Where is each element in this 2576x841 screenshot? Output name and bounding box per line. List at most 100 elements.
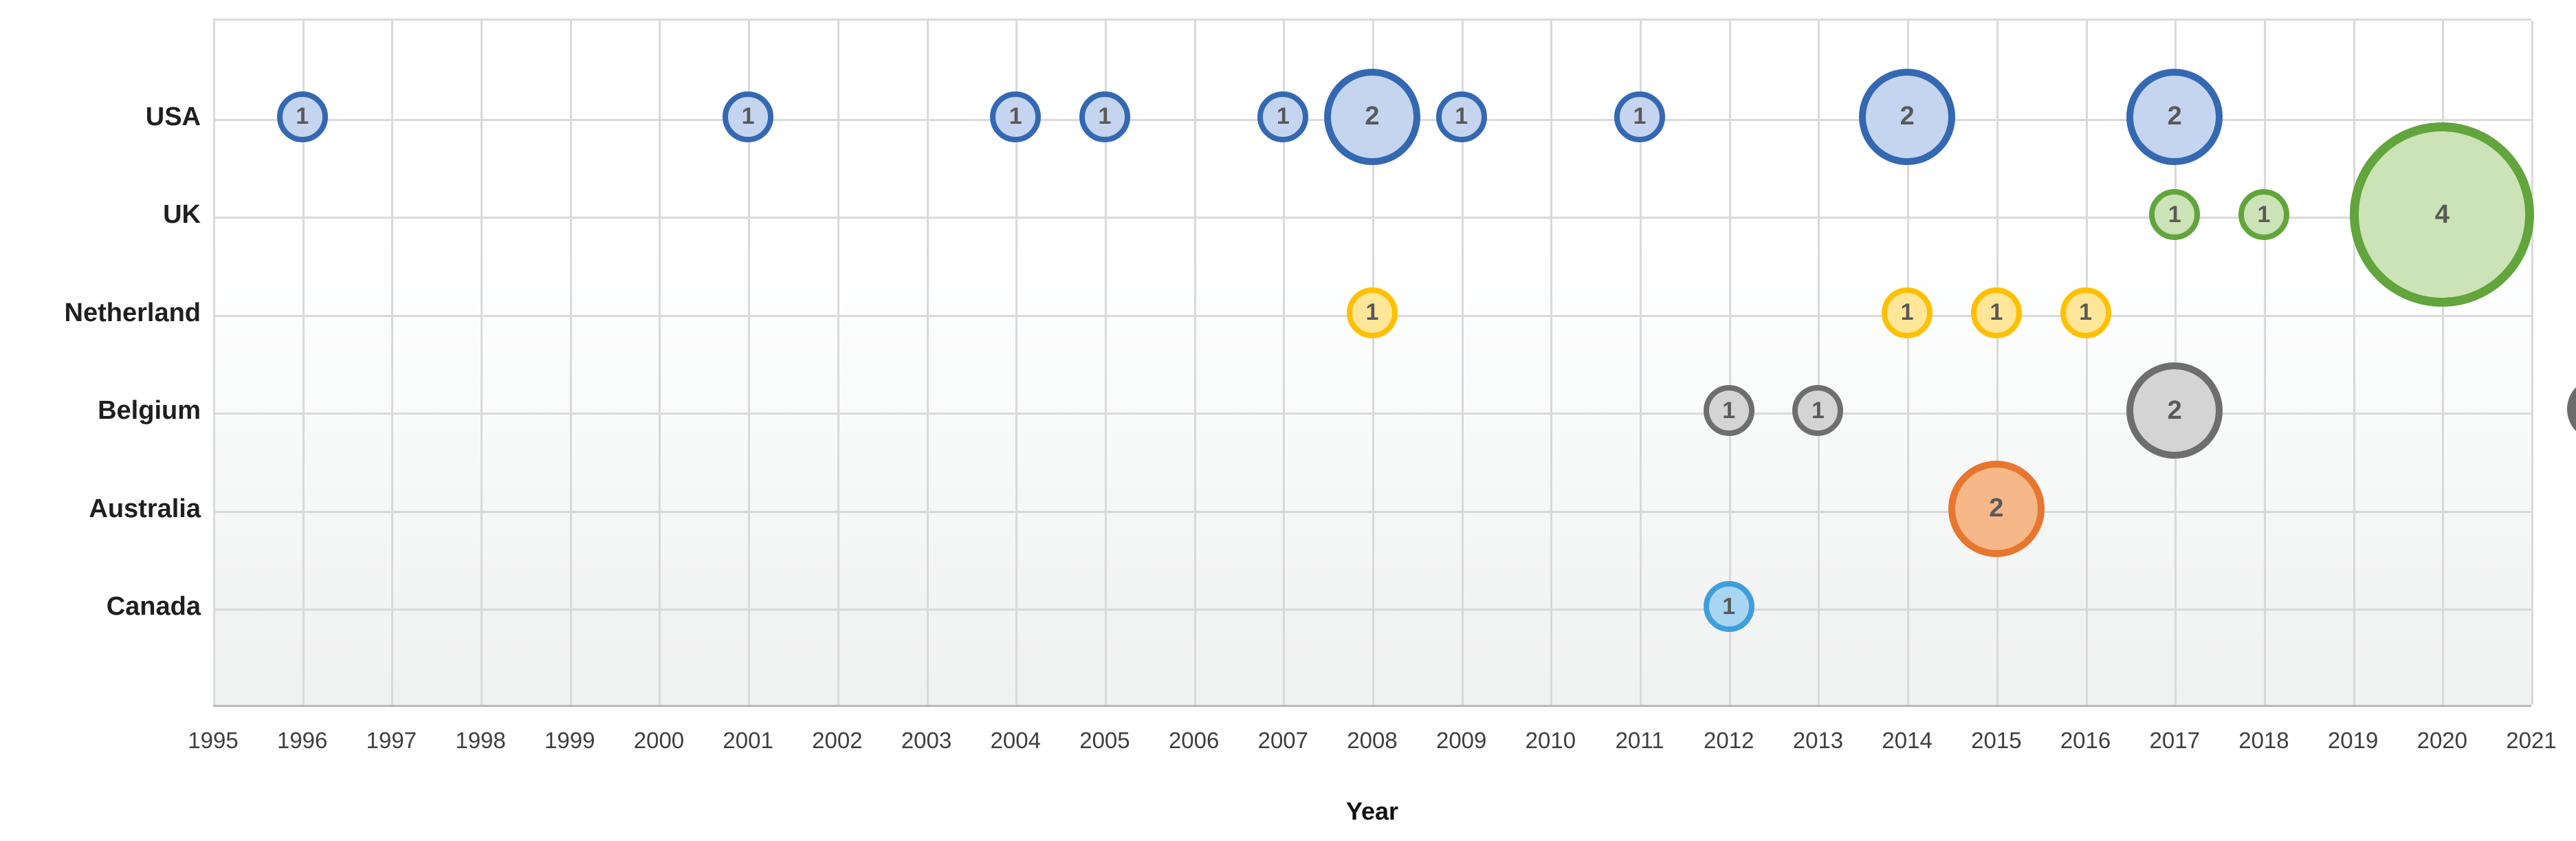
bubble-usa-1996: 1 <box>276 91 328 142</box>
bubble-canada-2012: 1 <box>1703 581 1754 633</box>
bubble-value-label: 1 <box>1722 593 1736 620</box>
vertical-gridline <box>569 21 572 705</box>
x-axis-tick-label: 2004 <box>990 728 1041 753</box>
bubble-belgium-2013: 1 <box>1792 385 1844 437</box>
x-axis-tick-label: 1996 <box>276 728 328 753</box>
vertical-gridline <box>1640 21 1642 705</box>
bubble-value-label: 1 <box>1098 103 1112 130</box>
bubble-netherland-2016: 1 <box>2060 287 2111 338</box>
bubble-value-label: 1 <box>1990 299 2003 326</box>
bubble-value-label: 1 <box>1811 397 1825 424</box>
bubble-uk-2017: 1 <box>2149 189 2201 241</box>
x-axis-line <box>213 705 2531 707</box>
bubble-value-label: 2 <box>2167 102 2182 131</box>
vertical-gridline <box>1283 21 1286 705</box>
bubble-usa-2001: 1 <box>723 91 774 142</box>
x-axis-tick-label: 2020 <box>2417 728 2468 753</box>
vertical-gridline <box>748 21 751 705</box>
bubble-value-label: 4 <box>2434 199 2450 229</box>
bubble-australia-2015: 2 <box>1948 460 2045 557</box>
bubble-value-label: 1 <box>2257 201 2271 228</box>
x-axis-tick-label: 2009 <box>1435 728 1487 753</box>
vertical-gridline <box>1996 21 1999 705</box>
x-axis-tick-label: 2000 <box>633 728 685 753</box>
x-axis-tick-label: 2021 <box>2506 728 2557 753</box>
bubble-value-label: 2 <box>1900 102 1915 131</box>
y-axis-label-netherland: Netherland <box>64 298 201 327</box>
bubble-usa-2011: 1 <box>1614 91 1666 142</box>
bubble-belgium-2012: 1 <box>1703 385 1754 437</box>
bubble-usa-2008: 2 <box>1324 68 1420 165</box>
y-axis-label-belgium: Belgium <box>98 396 201 426</box>
bubble-netherland-2014: 1 <box>1882 287 1933 338</box>
bubble-value-label: 1 <box>1900 299 1914 326</box>
x-axis-tick-label: 1995 <box>188 728 239 753</box>
x-axis-tick-label: 2012 <box>1704 728 1754 753</box>
bubble-value-label: 1 <box>1633 103 1647 130</box>
x-axis-tick-label: 2003 <box>901 728 952 753</box>
vertical-gridline <box>391 21 394 705</box>
vertical-gridline <box>2085 21 2088 705</box>
bubble-usa-2007: 1 <box>1257 91 1309 142</box>
bubble-usa-2017: 2 <box>2126 68 2223 165</box>
x-axis-tick-label: 2010 <box>1525 728 1576 753</box>
x-axis-tick-label: 2011 <box>1615 728 1664 753</box>
vertical-gridline <box>213 21 215 705</box>
x-axis-title: Year <box>1345 797 1399 825</box>
x-axis-tick-label: 2006 <box>1168 728 1220 753</box>
x-axis-tick-label: 2015 <box>1971 728 2022 753</box>
vertical-gridline <box>1015 21 1018 705</box>
bubble-uk-2020: 4 <box>2350 122 2535 307</box>
vertical-gridline <box>2531 21 2533 705</box>
bubble-value-label: 1 <box>1276 103 1290 130</box>
x-axis-tick-label: 2018 <box>2238 728 2289 753</box>
x-axis-tick-label: 2001 <box>723 728 773 753</box>
vertical-gridline <box>659 21 661 705</box>
bubble-netherland-2008: 1 <box>1347 287 1398 338</box>
vertical-gridline <box>1907 21 1910 705</box>
vertical-gridline <box>481 21 483 705</box>
bubble-belgium-2017: 2 <box>2126 362 2223 459</box>
horizontal-gridline <box>213 413 2531 415</box>
bubble-usa-2009: 1 <box>1435 91 1487 142</box>
x-axis-tick-label: 2005 <box>1079 728 1130 753</box>
y-axis-label-canada: Canada <box>106 592 201 622</box>
bubble-value-label: 1 <box>1455 103 1468 130</box>
horizontal-gridline <box>213 609 2531 611</box>
y-axis-label-uk: UK <box>163 200 201 230</box>
x-axis-tick-label: 1998 <box>455 728 506 753</box>
y-axis-label-usa: USA <box>145 102 201 131</box>
bubble-usa-2014: 2 <box>1859 68 1956 165</box>
vertical-gridline <box>2263 21 2266 705</box>
x-axis-tick-label: 2008 <box>1347 728 1398 753</box>
vertical-gridline <box>837 21 839 705</box>
vertical-gridline <box>1550 21 1553 705</box>
vertical-gridline <box>1193 21 1196 705</box>
x-axis-tick-label: 1997 <box>366 728 417 753</box>
x-axis-tick-label: 2007 <box>1257 728 1309 753</box>
bubble-usa-2005: 1 <box>1079 91 1130 142</box>
bubble-uk-2018: 1 <box>2238 189 2289 241</box>
x-axis-tick-label: 2016 <box>2060 728 2111 753</box>
bubble-value-label: 1 <box>741 103 755 130</box>
vertical-gridline <box>1728 21 1731 705</box>
horizontal-gridline <box>213 217 2531 219</box>
vertical-gridline <box>2353 21 2355 705</box>
clipped-bubble-artifact <box>2567 378 2576 441</box>
bubble-value-label: 1 <box>1009 103 1022 130</box>
horizontal-gridline <box>213 510 2531 513</box>
bubble-value-label: 1 <box>2079 299 2092 326</box>
x-axis-tick-label: 2019 <box>2327 728 2379 753</box>
vertical-gridline <box>1104 21 1107 705</box>
bubble-value-label: 2 <box>2167 395 2182 425</box>
x-axis-tick-label: 2002 <box>812 728 863 753</box>
vertical-gridline <box>1818 21 1820 705</box>
y-axis-label-australia: Australia <box>89 494 201 523</box>
bubble-usa-2004: 1 <box>990 91 1042 142</box>
bubble-netherland-2015: 1 <box>1970 287 2022 338</box>
vertical-gridline <box>302 21 305 705</box>
x-axis-tick-label: 2014 <box>1882 728 1933 753</box>
bubble-value-label: 2 <box>1365 102 1380 131</box>
bubble-value-label: 2 <box>1989 494 2004 523</box>
